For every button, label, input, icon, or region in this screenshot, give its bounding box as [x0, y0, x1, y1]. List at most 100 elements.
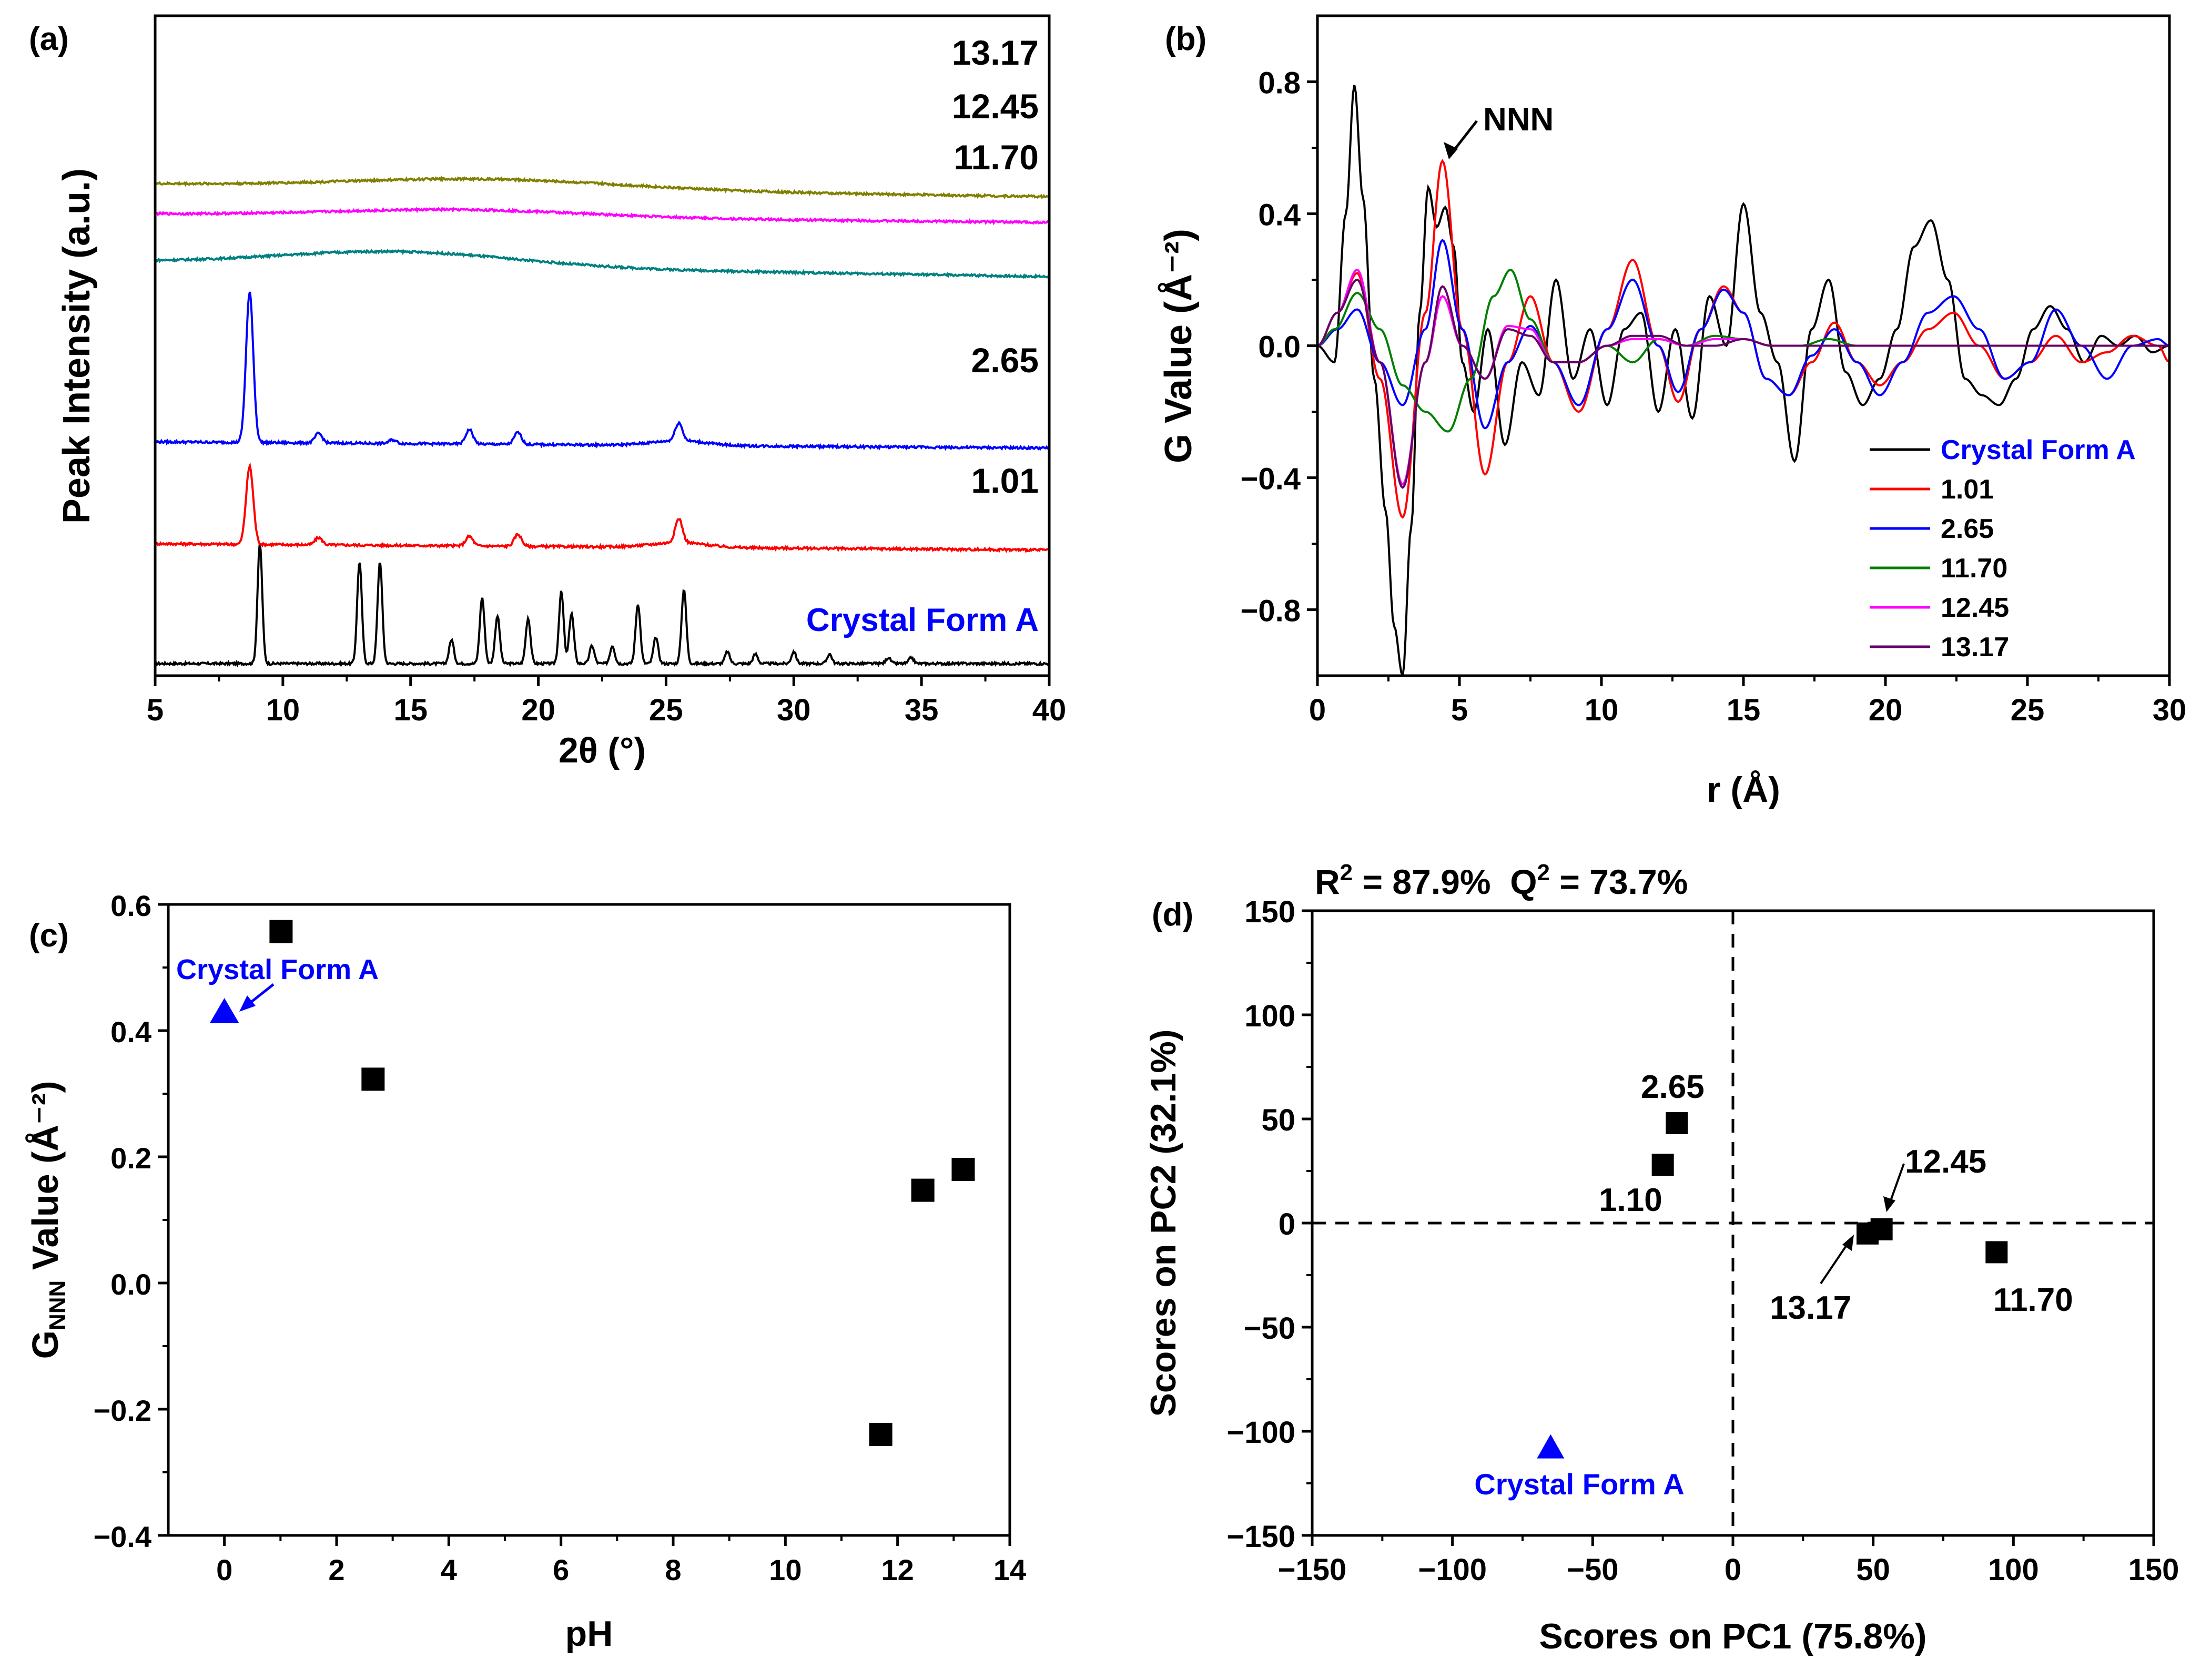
- panel-c-point-ph-2-65: [361, 1067, 385, 1091]
- panel-d-title-q-value: = 73.7%: [1550, 862, 1688, 901]
- panel-c-y-tick-label: 0.4: [110, 1015, 151, 1048]
- panel-d-title: R2 = 87.9% Q2 = 73.7%: [1315, 860, 1688, 901]
- panel-c-y-tick-label: −0.2: [93, 1394, 151, 1427]
- panel-c-x-tick-label: 12: [881, 1553, 914, 1586]
- panel-a-x-tick-label: 5: [147, 693, 164, 727]
- panel-b-curve-2-65: [1317, 238, 2169, 430]
- panel-b-plot-area: [1317, 85, 2169, 676]
- panel-d-point-11-70: [1985, 1241, 2008, 1264]
- panel-d-x-tick-label: −50: [1567, 1553, 1618, 1587]
- panel-c-point-ph-11-7: [869, 1423, 892, 1446]
- panel-d-y-tick-label: −150: [1226, 1520, 1295, 1554]
- panel-b-curve-13-17: [1317, 278, 2168, 489]
- panel-c-crystal-form-label: Crystal Form A: [176, 954, 379, 985]
- panel-b-legend: Crystal Form A 1.01 2.65 11.70 12.45 13.17: [1870, 435, 2136, 663]
- panel-a-series-label-crystal-form-a: Crystal Form A: [806, 602, 1039, 638]
- panel-d-point-labels: 2.65 1.10 12.45 13.17 11.70: [1599, 1069, 2073, 1326]
- panel-d-x-tick-label: 50: [1856, 1553, 1890, 1587]
- panel-d-x-tick-label: 0: [1725, 1553, 1741, 1587]
- panel-b-y-tick-label: 0.8: [1258, 66, 1301, 100]
- panel-a-x-tick-label: 10: [266, 693, 300, 727]
- panel-c-point-ph-1-01: [269, 920, 293, 943]
- panel-c-crystal-form-annotation: Crystal Form A: [176, 954, 379, 1012]
- panel-a-series-label-1-01: 1.01: [971, 461, 1039, 500]
- panel-d-label-1-10: 1.10: [1599, 1182, 1662, 1218]
- panel-b-y-tick-label: −0.4: [1241, 462, 1301, 496]
- panel-b-nnn-label: NNN: [1483, 101, 1554, 138]
- panel-c-point-ph-12-45: [911, 1178, 935, 1202]
- panel-d-point-1-10: [1651, 1154, 1674, 1176]
- panel-a-x-ticks: 5 10 15 20 25 30 35 40: [147, 676, 1066, 727]
- panel-b-nnn-arrow-head: [1444, 142, 1458, 159]
- panel-a-curve-11-70: [155, 249, 1050, 279]
- panel-a-series-label-11-70: 11.70: [954, 138, 1039, 177]
- panel-a-x-tick-label: 15: [393, 693, 428, 727]
- panel-b-nnn-annotation: NNN: [1444, 101, 1554, 159]
- panel-a-x-axis-label: 2θ (°): [559, 730, 646, 770]
- panel-a-label: (a): [29, 21, 69, 57]
- panel-d-y-tick-label: 100: [1244, 999, 1295, 1033]
- panel-d-y-tick-label: −100: [1226, 1416, 1295, 1450]
- panel-a-curve-2-65: [154, 291, 1050, 451]
- panel-d-x-tick-label: −100: [1418, 1553, 1487, 1587]
- panel-d-ticks: −150 −100 −50 0 50 100 150 −150 −100 −50 0 50 100 150: [1226, 895, 2179, 1587]
- panel-c-y-label-rest: Value (Å⁻²): [25, 1081, 66, 1280]
- panel-d-y-axis-label: Scores on PC2 (32.1%): [1143, 1030, 1183, 1417]
- panel-a-x-tick-label: 20: [521, 693, 555, 727]
- panel-b-legend-label-1-01: 1.01: [1941, 474, 1994, 505]
- panel-a-series-label-12-45: 12.45: [952, 87, 1039, 126]
- panel-c-scatter-chart: (c) 0 2 4 6 8 10 12 14 −0.4 −0.2 0.0 0.2 0.4 0.6 Crys…: [25, 889, 1026, 1654]
- panel-c-x-tick-label: 10: [769, 1553, 802, 1586]
- panel-d-y-tick-label: −50: [1244, 1311, 1295, 1346]
- panel-c-crystal-form-arrow-head: [239, 995, 256, 1012]
- panel-b-x-tick-label: 20: [1869, 693, 1903, 727]
- panel-b-legend-label-crystal-form-a: Crystal Form A: [1941, 435, 2136, 465]
- panel-d-title-r-value: = 87.9%: [1353, 862, 1510, 901]
- panel-c-x-tick-label: 0: [216, 1553, 232, 1586]
- panel-d-label-11-70: 11.70: [1993, 1282, 2073, 1318]
- panel-b-ticks: 0 5 10 15 20 25 30 −0.8 −0.4 0.0 0.4 0.8: [1241, 66, 2187, 728]
- panel-c-points: [209, 920, 975, 1446]
- panel-d-arrow-12-45-head: [1883, 1196, 1895, 1212]
- panel-b-label: (b): [1165, 21, 1206, 57]
- panel-a-xrd-chart: (a) 5 10 15 20 25 30 35 40 2θ (°) Peak Intensit…: [29, 14, 1066, 770]
- panel-d-points: [1537, 1112, 2008, 1459]
- panel-b-y-tick-label: 0.4: [1258, 198, 1301, 232]
- panel-c-y-axis-label: GNNN Value (Å⁻²): [25, 1081, 70, 1359]
- panel-d-title-r: R: [1315, 862, 1340, 901]
- panel-b-x-axis-label: r (Å): [1707, 770, 1780, 810]
- panel-b-y-tick-label: 0.0: [1258, 330, 1301, 364]
- panel-c-y-tick-label: 0.2: [110, 1142, 151, 1175]
- panel-a-curve-1-01: [154, 462, 1050, 554]
- panel-b-legend-label-11-70: 11.70: [1941, 553, 2007, 584]
- panel-c-x-tick-label: 2: [328, 1553, 344, 1586]
- panel-c-x-tick-label: 4: [441, 1553, 457, 1586]
- panel-c-x-tick-label: 6: [553, 1553, 569, 1586]
- panel-a-curve-13-17: [154, 175, 1050, 200]
- panel-c-label: (c): [29, 918, 69, 954]
- panel-d-point-13-17: [1857, 1222, 1879, 1245]
- panel-a-x-tick-label: 40: [1032, 693, 1067, 727]
- panel-a-curve-crystal-form-a: [155, 543, 1050, 668]
- panel-b-x-tick-label: 0: [1309, 693, 1326, 727]
- panel-d-point-2-65: [1666, 1112, 1688, 1134]
- panel-d-label-2-65: 2.65: [1641, 1069, 1705, 1105]
- panel-a-x-tick-label: 25: [649, 693, 683, 727]
- panel-a-curves: [154, 175, 1050, 668]
- panel-c-x-tick-label: 14: [993, 1553, 1026, 1586]
- panel-b-pdf-chart: (b) 0 5 10 15 20 25 30−0.8−0.40.00.40.8 r (Å) …: [1158, 14, 2187, 810]
- panel-d-y-tick-label: 150: [1244, 895, 1295, 929]
- panel-d-x-tick-label: 150: [2128, 1553, 2179, 1587]
- panel-d-y-tick-label: 0: [1279, 1207, 1295, 1241]
- panel-b-legend-label-12-45: 12.45: [1941, 593, 2009, 623]
- panel-d-title-r-sup: 2: [1340, 860, 1353, 885]
- panel-a-series-label-2-65: 2.65: [971, 341, 1039, 380]
- panel-c-y-tick-label: −0.4: [93, 1520, 151, 1553]
- panel-d-pca-chart: (d) R2 = 87.9% Q2 = 73.7% −150 −100 −50 0 50…: [1143, 860, 2179, 1656]
- panel-c-x-axis-label: pH: [565, 1614, 613, 1654]
- panel-b-x-tick-label: 30: [2153, 693, 2187, 727]
- panel-a-y-axis-label: Peak Intensity (a.u.): [56, 168, 98, 524]
- panel-b-x-tick-label: 15: [1727, 693, 1761, 727]
